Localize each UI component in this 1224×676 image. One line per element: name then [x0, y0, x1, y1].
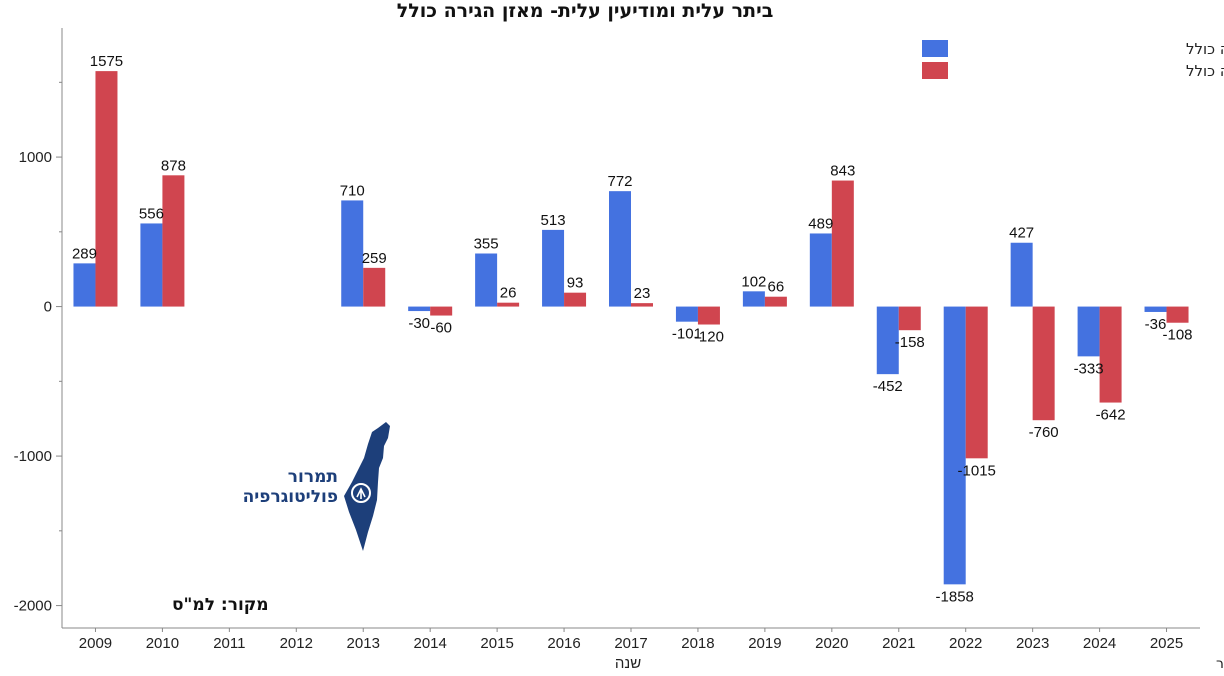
- logo-line-1: תמרור: [288, 467, 338, 487]
- x-tick-label: 2023: [1016, 635, 1049, 652]
- bar-modiin-illit-2010: [162, 175, 185, 307]
- x-tick-label: 2010: [146, 635, 179, 652]
- data-label: -333: [1074, 360, 1104, 377]
- y-tick-label: -2000: [14, 598, 52, 615]
- data-label: 489: [808, 215, 833, 232]
- bar-modiin-illit-2017: [631, 303, 653, 307]
- bar-modiin-illit-2023: [1032, 306, 1055, 421]
- bar-modiin-illit-2013: [363, 267, 386, 307]
- data-label: 355: [474, 236, 499, 253]
- bar-beitar-illit-2015: [475, 253, 498, 307]
- logo-line-2: פוליטוגרפיה: [243, 487, 338, 507]
- axes: -2000 -1000 0 1000 2009 2010 2011 2012 2013 2014 2…: [14, 28, 1200, 652]
- data-label: 259: [362, 250, 387, 267]
- bar-beitar-illit-2025: [1144, 306, 1167, 312]
- legend-label: מודיעין עילית מאזן הגירה כולל: [1186, 62, 1224, 80]
- bar-beitar-illit-2020: [809, 233, 832, 307]
- data-label: -760: [1029, 424, 1059, 441]
- bar-beitar-illit-2022: [943, 306, 966, 585]
- y-tick-label: 0: [44, 299, 52, 316]
- data-label: -452: [873, 378, 903, 395]
- source-note: מקור: למ"ס: [172, 595, 269, 615]
- x-tick-label: 2025: [1150, 635, 1183, 652]
- x-tick-label: 2019: [748, 635, 781, 652]
- bar-beitar-illit-2016: [542, 229, 565, 307]
- legend-swatch: [922, 40, 948, 57]
- bar-modiin-illit-2018: [697, 306, 720, 325]
- data-label: 513: [541, 212, 566, 229]
- bar-modiin-illit-2009: [95, 71, 118, 307]
- x-tick-label: 2017: [614, 635, 647, 652]
- data-labels: 289 556 710 -30 355 513 772 -101 102 489 -452 -1858…: [72, 53, 1193, 605]
- bar-beitar-illit-2010: [140, 223, 163, 307]
- data-label: -158: [895, 334, 925, 351]
- x-tick-label: 2011: [213, 635, 245, 652]
- bar-modiin-illit-2019: [764, 296, 787, 307]
- bars: [73, 71, 1189, 585]
- bar-beitar-illit-2019: [742, 291, 765, 307]
- bar-modiin-illit-2016: [564, 292, 587, 307]
- bar-beitar-illit-2021: [876, 306, 899, 375]
- x-tick-label: 2014: [413, 635, 446, 652]
- signpost-icon: [351, 483, 371, 503]
- data-label: 878: [161, 157, 186, 174]
- bar-modiin-illit-2021: [898, 306, 921, 331]
- x-tick-label: 2013: [347, 635, 380, 652]
- x-tick-label: 2016: [547, 635, 580, 652]
- bar-beitar-illit-2009: [73, 263, 96, 307]
- data-label: 66: [768, 279, 785, 296]
- x-tick-label: 2021: [882, 635, 915, 652]
- data-label: 26: [500, 285, 517, 302]
- bar-modiin-illit-2025: [1166, 306, 1189, 323]
- bar-modiin-illit-2024: [1099, 306, 1122, 403]
- data-label: 1575: [90, 53, 123, 70]
- bar-modiin-illit-2022: [965, 306, 988, 459]
- data-label: -1858: [936, 588, 974, 605]
- bar-beitar-illit-2024: [1077, 306, 1100, 357]
- x-tick-label: 2018: [681, 635, 714, 652]
- bar-modiin-illit-2014: [430, 306, 453, 316]
- data-label: -101: [672, 326, 702, 343]
- data-label: -1015: [958, 462, 996, 479]
- bar-beitar-illit-2018: [675, 306, 698, 322]
- x-tick-label: 2012: [280, 635, 313, 652]
- period-note: ינואר- פברואר: [1216, 656, 1224, 672]
- x-tick-label: 2009: [79, 635, 112, 652]
- data-label: -642: [1096, 407, 1126, 424]
- data-label: 93: [567, 275, 584, 292]
- data-label: 427: [1009, 225, 1034, 242]
- data-label: 772: [607, 173, 632, 190]
- x-tick-label: 2022: [949, 635, 982, 652]
- data-label: 843: [830, 163, 855, 180]
- x-tick-label: 2015: [480, 635, 513, 652]
- bar-beitar-illit-2013: [341, 200, 364, 307]
- legend-label: ביתר עילית מאזן הגירה כולל: [1186, 40, 1224, 58]
- bar-beitar-illit-2014: [408, 306, 431, 312]
- data-label: 710: [340, 182, 365, 199]
- chart-title: ביתר עלית ומודיעין עלית- מאזן הגירה כולל: [396, 0, 774, 22]
- legend-swatch: [922, 62, 948, 79]
- x-tick-label: 2024: [1083, 635, 1116, 652]
- data-label: -108: [1163, 327, 1193, 344]
- y-tick-label: -1000: [14, 448, 52, 465]
- bar-modiin-illit-2020: [831, 180, 854, 307]
- logo: תמרור פוליטוגרפיה: [243, 422, 390, 551]
- x-tick-label: 2020: [815, 635, 848, 652]
- bar-beitar-illit-2023: [1010, 242, 1033, 307]
- y-tick-label: 1000: [19, 149, 52, 166]
- data-label: -120: [694, 329, 724, 346]
- data-label: 556: [139, 205, 164, 222]
- x-axis-label: שנה: [615, 655, 641, 672]
- data-label: -60: [430, 320, 452, 337]
- data-label: -30: [408, 315, 430, 332]
- data-label: 23: [634, 285, 651, 302]
- data-label: -36: [1145, 316, 1167, 333]
- data-label: 102: [741, 273, 766, 290]
- bar-modiin-illit-2015: [497, 302, 520, 307]
- legend: ביתר עילית מאזן הגירה כולל מודיעין עילית …: [922, 40, 1224, 80]
- bar-beitar-illit-2017: [609, 191, 631, 307]
- data-label: 289: [72, 245, 97, 262]
